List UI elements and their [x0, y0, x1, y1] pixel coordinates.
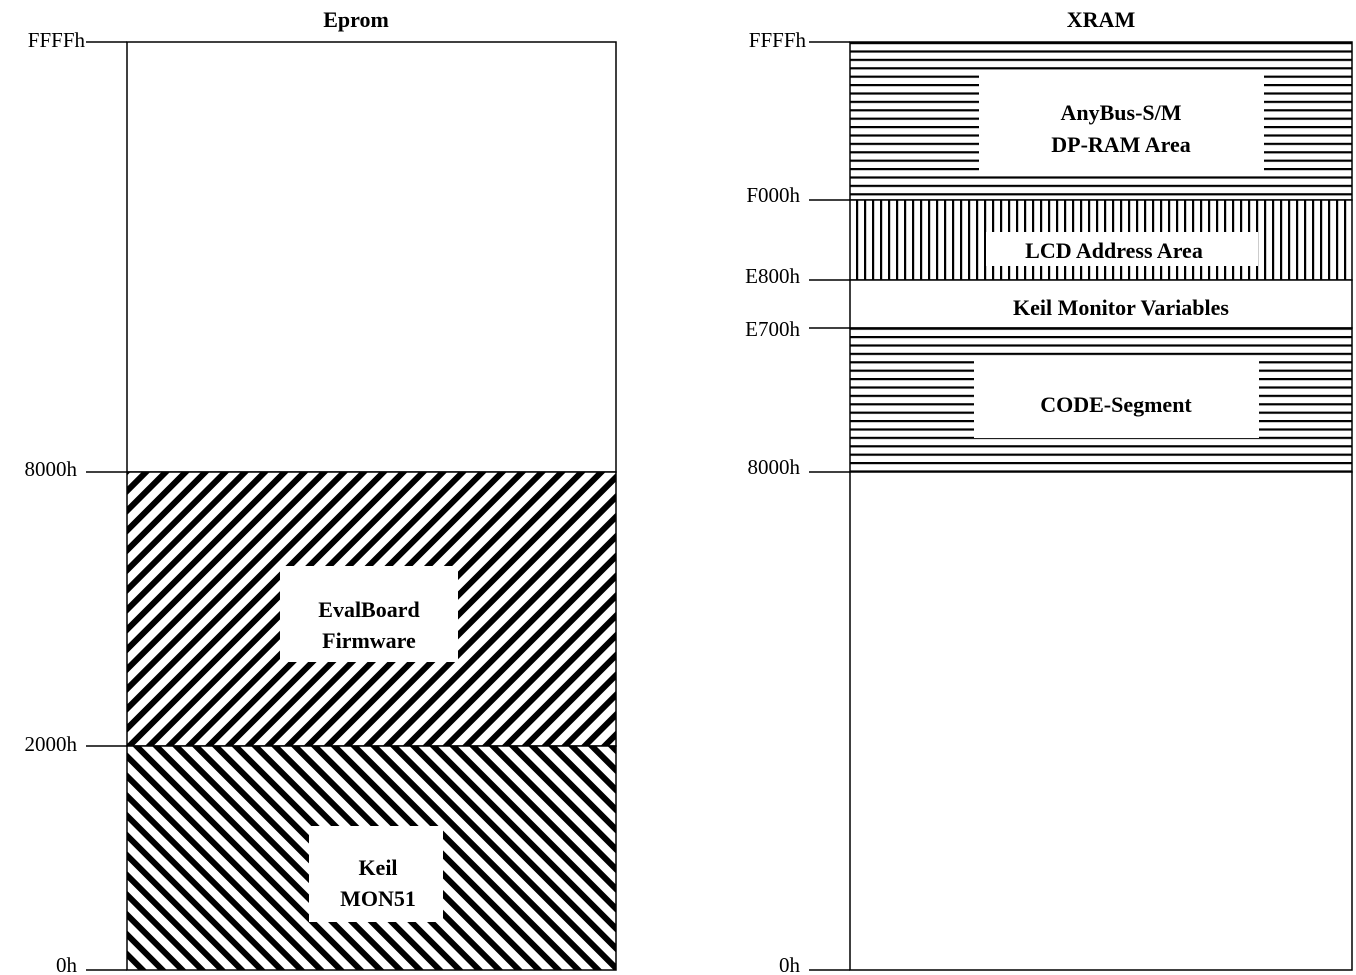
xram-label-keil-monitor-variables: Keil Monitor Variables — [1013, 295, 1229, 320]
xram-label-box-code-segment — [974, 360, 1259, 438]
eprom-label-firmware-line2: Firmware — [322, 628, 416, 653]
eprom-address-0h: 0h — [56, 953, 78, 975]
xram-title: XRAM — [1067, 7, 1136, 32]
xram-address-0h: 0h — [779, 953, 801, 975]
xram-label-box-lcd — [986, 232, 1258, 266]
eprom-label-mon51-line2: MON51 — [340, 886, 416, 911]
xram-label-lcd: LCD Address Area — [1025, 238, 1203, 263]
xram-region-free — [849, 471, 1353, 971]
xram-address-f000h: F000h — [746, 183, 800, 207]
xram-region-keil-monitor-variables — [849, 279, 1353, 329]
xram-address-e700h: E700h — [745, 317, 800, 341]
xram-label-anybus-line2: DP-RAM Area — [1051, 132, 1191, 157]
eprom-address-8000h: 8000h — [25, 457, 78, 481]
eprom-address-ffffh: FFFFh — [28, 28, 86, 52]
eprom-memory-map: Eprom EvalBoard Firmware Keil MON51 FFFF… — [25, 7, 617, 975]
eprom-label-box-firmware — [280, 566, 458, 662]
xram-memory-map: XRAM AnyBus-S/M DP-RAM Area LCD Address … — [745, 7, 1353, 975]
xram-address-ffffh: FFFFh — [749, 28, 807, 52]
eprom-label-box-mon51 — [309, 826, 443, 922]
xram-label-anybus-line1: AnyBus-S/M — [1060, 100, 1181, 125]
xram-address-e800h: E800h — [745, 264, 800, 288]
xram-label-code-segment: CODE-Segment — [1040, 392, 1192, 417]
eprom-region-free — [126, 41, 617, 473]
eprom-label-mon51-line1: Keil — [358, 855, 397, 880]
eprom-title: Eprom — [323, 7, 389, 32]
xram-label-box-anybus — [979, 72, 1264, 172]
xram-address-8000h: 8000h — [748, 455, 801, 479]
eprom-label-firmware-line1: EvalBoard — [318, 597, 419, 622]
eprom-address-2000h: 2000h — [25, 732, 78, 756]
